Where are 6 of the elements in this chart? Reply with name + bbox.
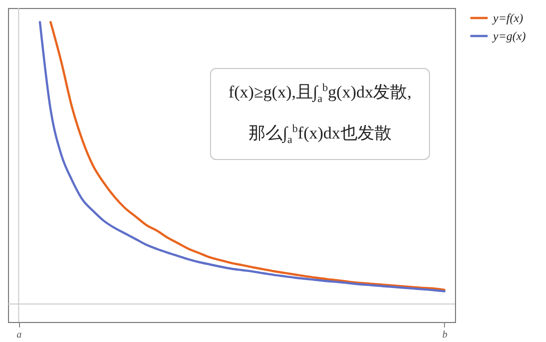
legend-label: y=f(x) [492,11,524,25]
legend-label: y=g(x) [492,29,526,43]
x-tick-label: a [16,330,22,340]
x-tick-label: b [442,330,448,340]
annotation: 那么∫$_{a}$$^{b}$f(x)dx也发散 [248,122,392,148]
annotation: f(x)≥g(x),且∫$_{a}$$^{b}$g(x)dx发散, [227,81,412,108]
